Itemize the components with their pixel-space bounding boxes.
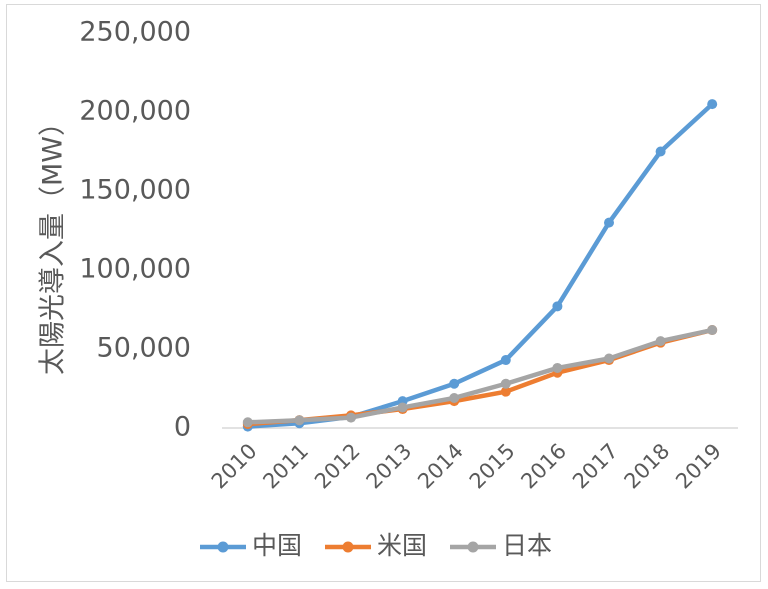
data-point bbox=[500, 355, 511, 366]
legend-label: 中国 bbox=[252, 531, 302, 560]
legend-label: 日本 bbox=[502, 531, 552, 560]
series-group bbox=[242, 325, 718, 428]
data-point bbox=[346, 412, 356, 423]
data-point bbox=[449, 378, 460, 389]
data-point bbox=[500, 386, 511, 397]
y-tick-labels: 0 50,000 100,000 150,000 200,000 250,000 bbox=[79, 17, 191, 443]
data-point bbox=[655, 146, 666, 157]
data-point bbox=[552, 301, 563, 312]
data-point bbox=[604, 217, 614, 228]
y-tick-label: 250,000 bbox=[79, 17, 191, 48]
data-point bbox=[707, 99, 718, 110]
legend-item: 中国 bbox=[200, 531, 302, 560]
legend-item: 米国 bbox=[325, 531, 427, 560]
legend-marker bbox=[217, 541, 229, 553]
x-tick-label: 2010 bbox=[207, 439, 262, 494]
chart-frame bbox=[6, 4, 761, 582]
legend: 中国 米国 日本 bbox=[200, 531, 552, 560]
legend-item: 日本 bbox=[450, 531, 552, 560]
y-tick-label: 200,000 bbox=[79, 96, 191, 127]
x-tick-label: 2019 bbox=[671, 439, 726, 494]
series-layer bbox=[242, 99, 718, 432]
series-line bbox=[245, 327, 715, 425]
data-point bbox=[655, 336, 666, 347]
data-point bbox=[449, 392, 460, 403]
series-group bbox=[242, 325, 718, 430]
x-tick-label: 2015 bbox=[465, 439, 520, 494]
legend-label: 米国 bbox=[377, 531, 427, 560]
x-tick-label: 2016 bbox=[516, 439, 571, 494]
y-tick-label: 50,000 bbox=[97, 333, 191, 364]
data-point bbox=[552, 362, 563, 373]
data-point bbox=[500, 378, 511, 389]
y-tick-label: 150,000 bbox=[79, 175, 191, 206]
data-point bbox=[242, 417, 253, 428]
y-axis-label-group: 太陽光導入量（MW） bbox=[38, 109, 69, 375]
x-tick-label: 2013 bbox=[362, 439, 417, 494]
data-point bbox=[707, 325, 718, 336]
series-line bbox=[245, 327, 715, 427]
y-axis-title: 太陽光導入量（MW） bbox=[38, 109, 69, 375]
y-tick-label: 0 bbox=[174, 412, 191, 443]
y-tick-label: 100,000 bbox=[79, 254, 191, 285]
series-line bbox=[245, 101, 715, 429]
legend-marker bbox=[467, 541, 479, 553]
series-group bbox=[242, 99, 718, 432]
x-tick-label: 2018 bbox=[620, 439, 675, 494]
x-tick-label: 2014 bbox=[413, 439, 468, 494]
x-tick-label: 2017 bbox=[568, 439, 623, 494]
data-point bbox=[294, 415, 305, 426]
legend-marker bbox=[342, 541, 354, 553]
x-tick-label: 2012 bbox=[310, 439, 365, 494]
data-point bbox=[604, 353, 614, 364]
x-tick-label: 2011 bbox=[258, 439, 313, 494]
data-point bbox=[397, 402, 408, 413]
